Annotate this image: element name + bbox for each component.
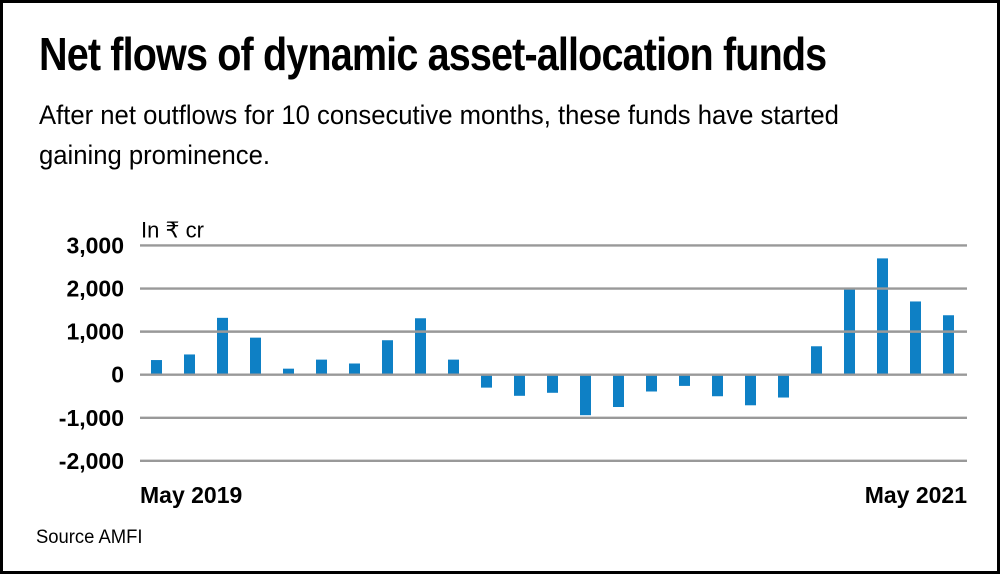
- chart-title: Net flows of dynamic asset-allocation fu…: [39, 28, 827, 80]
- bar: Aug 2020: -390: [646, 374, 657, 392]
- bar: Apr 2021: 1700: [910, 301, 921, 375]
- bar: Nov 2019: 260: [349, 363, 360, 375]
- bar: Jun 2020: -940: [580, 374, 591, 416]
- bar: Nov 2020: -710: [745, 374, 756, 406]
- bar: Feb 2020: 350: [448, 359, 459, 375]
- y-tick-label: 0: [111, 362, 124, 388]
- bar: Jul 2020: -750: [613, 374, 624, 408]
- bar: May 2021: 1380: [943, 315, 954, 375]
- bar: Jan 2020: 1310: [415, 318, 426, 375]
- y-tick-label: 3,000: [66, 232, 124, 258]
- bar: Oct 2020: -500: [712, 374, 723, 397]
- bar: Jul 2019: 1320: [217, 317, 228, 375]
- x-axis-label-end: May 2021: [865, 482, 968, 508]
- y-tick-label: 2,000: [66, 276, 124, 302]
- y-tick-label: 1,000: [66, 319, 124, 345]
- unit-label: In ₹ cr: [141, 217, 204, 242]
- bar: Mar 2020: -300: [481, 374, 492, 388]
- chart-subtitle: After net outflows for 10 consecutive mo…: [39, 95, 839, 175]
- bar: Dec 2020: -530: [778, 374, 789, 398]
- y-tick-label: -2,000: [59, 448, 124, 474]
- source-credit: Source AMFI: [36, 527, 143, 548]
- bar-chart: In ₹ cr May 2019: 340 Jun 2019: 470 Jul 201…: [59, 217, 968, 508]
- y-tick-label: -1,000: [59, 405, 124, 431]
- bar: Aug 2019: 860: [250, 337, 261, 375]
- x-axis-label-start: May 2019: [140, 482, 242, 508]
- chart-subtitle-line1: After net outflows for 10 consecutive mo…: [39, 100, 839, 130]
- bar: Jun 2019: 470: [184, 354, 195, 375]
- bar: May 2020: -420: [547, 374, 558, 393]
- bar: Jan 2021: 660: [811, 346, 822, 375]
- bar: Oct 2019: 350: [316, 359, 327, 375]
- bar: Sep 2020: -260: [679, 374, 690, 386]
- bar: Apr 2020: -490: [514, 374, 525, 396]
- bar: May 2019: 340: [151, 360, 162, 375]
- bar: Sep 2019: 140: [283, 368, 294, 375]
- chart-subtitle-line2: gaining prominence.: [39, 140, 271, 170]
- bar: Mar 2021: 2700: [877, 258, 888, 375]
- bar: Dec 2019: 800: [382, 340, 393, 375]
